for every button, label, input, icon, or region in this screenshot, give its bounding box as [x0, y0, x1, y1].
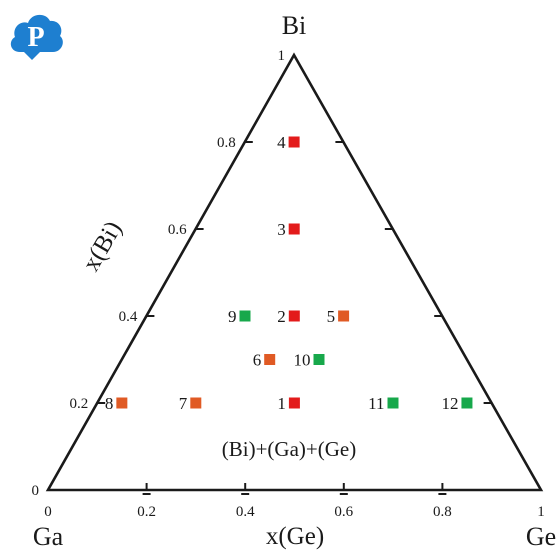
- data-point-marker: [288, 223, 300, 235]
- data-point-marker: [239, 310, 251, 322]
- left-tick-label: 1: [278, 48, 286, 64]
- data-point-marker: [288, 136, 300, 148]
- region-label: (Bi)+(Ga)+(Ge): [222, 437, 356, 461]
- left-tick-label: 0.2: [69, 396, 88, 412]
- bottom-tick-label: 0: [44, 504, 52, 520]
- logo-icon: P: [10, 14, 63, 60]
- data-point-marker: [461, 397, 473, 409]
- tick-marks: [97, 141, 492, 495]
- vertex-label-ge: Ge: [526, 522, 556, 551]
- data-point-marker: [190, 397, 202, 409]
- data-point-label: 5: [327, 307, 336, 326]
- left-tick-label: 0: [32, 483, 40, 499]
- data-point-marker: [387, 397, 399, 409]
- bottom-tick-label: 0.4: [236, 504, 255, 520]
- vertex-label-ga: Ga: [33, 522, 64, 551]
- bottom-tick-label: 1: [537, 504, 545, 520]
- data-point-label: 1: [277, 394, 286, 413]
- logo-cloud-base: [24, 52, 40, 60]
- logo-letter: P: [27, 22, 44, 53]
- bottom-tick-label: 0.2: [137, 504, 156, 520]
- data-point-marker: [264, 354, 276, 365]
- data-point-label: 11: [368, 394, 384, 413]
- data-point-marker: [338, 310, 350, 322]
- logo-cloud-shape: [10, 14, 63, 52]
- data-point-label: 9: [228, 307, 237, 326]
- data-point-label: 7: [179, 394, 188, 413]
- data-point-label: 8: [105, 394, 114, 413]
- data-point-marker: [116, 397, 128, 409]
- tick-labels: 0 0.2 0.4 0.6 0.8 100.20.40.60.81: [32, 48, 545, 520]
- data-point-marker: [288, 310, 300, 322]
- left-tick-label: 0.4: [119, 309, 138, 325]
- data-point-marker: [313, 354, 325, 365]
- axis-label-left: x(Bi): [78, 217, 128, 276]
- bottom-tick-label: 0.6: [334, 504, 353, 520]
- data-point-label: 10: [294, 351, 311, 370]
- data-point-label: 4: [277, 133, 286, 152]
- ternary-triangle: [45, 52, 544, 492]
- axis-label-bottom: x(Ge): [266, 523, 324, 550]
- left-tick-label: 0.8: [217, 135, 236, 151]
- data-point-label: 3: [277, 220, 286, 239]
- left-tick-label: 0.6: [168, 222, 187, 238]
- vertex-label-bi: Bi: [282, 11, 307, 40]
- data-point-label: 12: [441, 394, 458, 413]
- data-point-label: 2: [277, 307, 286, 326]
- data-point-marker: [288, 397, 300, 409]
- bottom-tick-label: 0.8: [433, 504, 452, 520]
- data-point-label: 6: [253, 351, 262, 370]
